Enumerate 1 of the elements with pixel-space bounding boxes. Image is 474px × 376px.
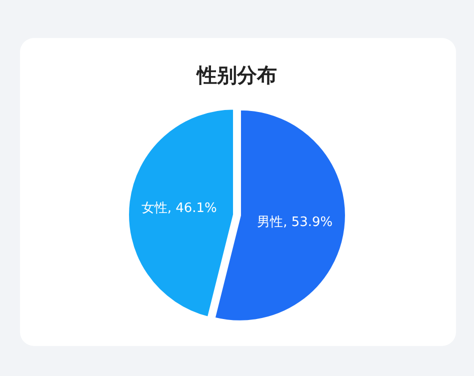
chart-title: 性别分布	[195, 63, 277, 87]
